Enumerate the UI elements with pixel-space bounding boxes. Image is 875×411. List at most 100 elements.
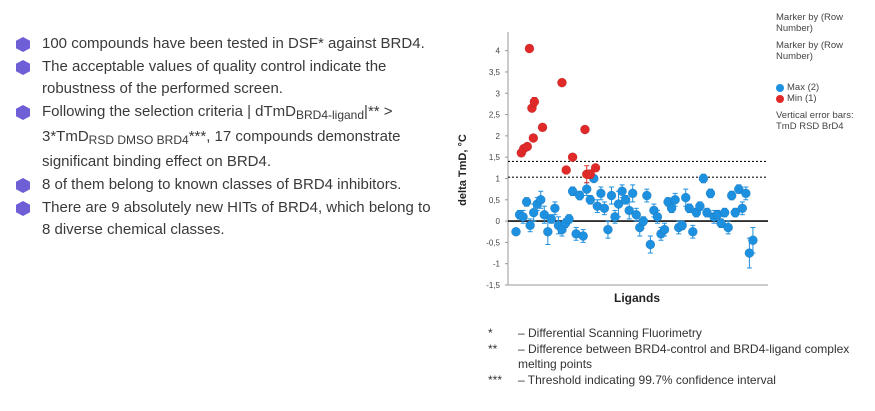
- max-point: [535, 194, 546, 205]
- max-point: [606, 190, 617, 201]
- min-point: [561, 165, 572, 175]
- bullet-text-pre: Following the selection criteria | dTmD: [42, 103, 296, 120]
- max-point: [599, 203, 610, 214]
- min-point: [524, 43, 535, 54]
- y-tick-label: -1: [493, 260, 501, 269]
- y-tick-label: -0,5: [486, 238, 500, 247]
- min-point: [567, 152, 578, 163]
- max-point: [702, 207, 712, 218]
- min-point: [590, 162, 601, 173]
- legend-item-max: Max (2): [776, 82, 866, 93]
- max-point: [705, 188, 716, 199]
- y-tick-label: 0,5: [489, 196, 501, 205]
- hexagon-bullet-icon: [16, 201, 30, 216]
- max-point: [574, 190, 585, 201]
- hexagon-bullet-icon: [16, 105, 30, 120]
- y-tick-label: 4: [496, 47, 501, 56]
- footnote: * – Differential Scanning Fluorimetry: [488, 326, 873, 342]
- legend-dot-icon: [776, 94, 784, 103]
- y-tick-label: 1,5: [489, 153, 501, 162]
- bullet-text-post: ***, 17 compounds demonstrate significan…: [42, 128, 401, 170]
- max-point: [733, 184, 744, 194]
- max-point: [695, 201, 705, 212]
- footnote-text: – Differential Scanning Fluorimetry: [518, 326, 702, 340]
- max-point: [525, 220, 535, 231]
- bullet-text-mid: |** > 3*TmD: [42, 103, 393, 145]
- min-point: [528, 133, 539, 143]
- legend-marker-by-2: Marker by (Row Number): [776, 40, 844, 62]
- y-axis-label: delta TmD, °C: [457, 134, 469, 206]
- legend-error-bars-note: Vertical error bars: TmD RSD BrD4: [776, 110, 854, 132]
- chart-axes: -1,5 -1 -0,5 0 0,5 1 1,5 2 2,5 3 3,5 4: [486, 32, 768, 290]
- bullet-subscript: RSD DMSO BRD4: [88, 133, 189, 147]
- hexagon-bullet-icon: [16, 178, 30, 193]
- max-point: [645, 239, 656, 250]
- max-point: [578, 231, 589, 241]
- min-point: [522, 141, 533, 152]
- legend-dot-icon: [776, 83, 784, 92]
- legend-label-max: Max (2): [787, 82, 820, 93]
- max-point: [698, 173, 709, 184]
- max-point: [659, 224, 670, 235]
- footnote-text: – Difference between BRD4-control and BR…: [518, 341, 850, 372]
- min-point: [580, 124, 590, 135]
- min-point: [529, 96, 540, 107]
- bullet-item: The acceptable values of quality control…: [14, 56, 434, 100]
- max-point: [748, 235, 758, 246]
- bullet-text: There are 9 absolutely new HITs of BRD4,…: [42, 199, 431, 238]
- y-tick-label: 3,5: [489, 68, 501, 77]
- chart-marks: [511, 43, 758, 269]
- footnote-text: – Threshold indicating 99.7% confidence …: [518, 372, 776, 387]
- max-point: [624, 205, 635, 216]
- hexagon-bullet-icon: [16, 37, 30, 52]
- bullet-text: The acceptable values of quality control…: [42, 58, 387, 97]
- y-tick-label: -1,5: [486, 281, 500, 290]
- legend-item-min: Min (1): [776, 93, 866, 104]
- max-point: [564, 214, 574, 224]
- max-point: [546, 214, 557, 224]
- max-point: [550, 203, 560, 214]
- min-point: [537, 122, 548, 133]
- max-point: [596, 188, 606, 199]
- bullet-subscript: BRD4-ligand: [296, 108, 365, 122]
- legend-marker-by-1: Marker by (Row Number): [776, 12, 844, 34]
- max-point: [723, 222, 734, 233]
- max-point: [687, 226, 698, 237]
- y-tick-label: 3: [496, 89, 501, 98]
- bullet-item: 8 of them belong to known classes of BRD…: [14, 174, 434, 196]
- chart-legend: Marker by (Row Number) Marker by (Row Nu…: [776, 12, 866, 132]
- footnote: ** – Difference between BRD4-control and…: [488, 342, 873, 373]
- y-tick-label: 2,5: [489, 111, 501, 120]
- bullet-item: Following the selection criteria | dTmDB…: [14, 101, 434, 173]
- bullet-item: 100 compounds have been tested in DSF* a…: [14, 33, 434, 55]
- max-point: [741, 188, 751, 199]
- max-point: [627, 188, 638, 199]
- legend-label-min: Min (1): [787, 93, 817, 104]
- max-point: [511, 226, 521, 237]
- bullet-text: 100 compounds have been tested in DSF* a…: [42, 35, 425, 52]
- x-axis-label: Ligands: [614, 291, 660, 305]
- max-point: [603, 224, 613, 235]
- footnote: *** – Threshold indicating 99.7% confide…: [488, 373, 873, 389]
- scatter-chart: -1,5 -1 -0,5 0 0,5 1 1,5 2 2,5 3 3,5 4 Ligands delt…: [457, 32, 768, 305]
- max-point: [518, 211, 528, 222]
- min-point: [557, 77, 567, 88]
- y-tick-label: 0: [496, 217, 501, 226]
- footnote-mark: ***: [488, 372, 503, 387]
- bullet-text: 8 of them belong to known classes of BRD…: [42, 176, 402, 193]
- max-point: [716, 218, 726, 229]
- footnote-mark: *: [488, 326, 493, 340]
- max-point: [641, 190, 652, 201]
- y-tick-label: 1: [496, 174, 501, 183]
- min-point: [585, 169, 596, 180]
- hexagon-bullet-icon: [16, 60, 30, 75]
- max-point: [719, 207, 730, 218]
- max-point: [638, 216, 649, 226]
- max-point: [680, 192, 691, 203]
- bullet-list: 100 compounds have been tested in DSF* a…: [14, 33, 434, 242]
- max-point: [726, 190, 737, 201]
- max-point: [581, 184, 592, 194]
- max-point: [652, 211, 663, 222]
- footnotes: * – Differential Scanning Fluorimetry **…: [488, 326, 873, 388]
- max-point: [617, 186, 627, 197]
